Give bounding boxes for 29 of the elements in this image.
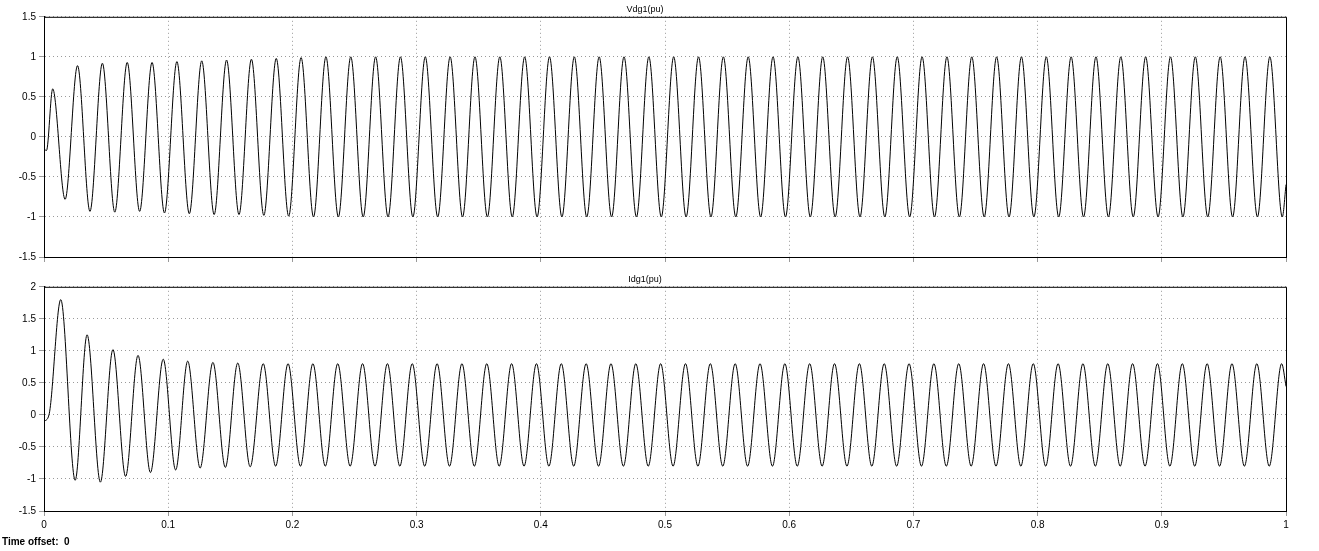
- x-tick-label: 0.5: [658, 518, 673, 530]
- y-tick-label: 1: [30, 50, 37, 62]
- y-tick-label: 2: [30, 280, 37, 292]
- x-tick-label: 0.1: [161, 518, 176, 530]
- y-tick-label: 1.5: [22, 10, 37, 22]
- x-tick-label: 0.6: [782, 518, 797, 530]
- y-tick-label: 0: [30, 408, 37, 420]
- y-tick-label: 0.5: [22, 376, 37, 388]
- x-tick-label: 0.4: [533, 518, 549, 530]
- y-tick-label: -1: [27, 210, 37, 222]
- x-tick-label: 0.2: [285, 518, 300, 530]
- y-tick-label: 1: [30, 344, 37, 356]
- y-tick-label: -1.5: [18, 504, 37, 516]
- x-tick-label: 0.7: [906, 518, 921, 530]
- x-tick-label: 0.8: [1030, 518, 1045, 530]
- y-tick-label: -1: [27, 472, 37, 484]
- x-tick-label: 0: [41, 518, 48, 530]
- y-tick-label: -0.5: [18, 440, 37, 452]
- chart-title: Idg1(pu): [628, 273, 662, 284]
- text: Time offset: 0: [1, 535, 71, 549]
- y-tick-label: 1.5: [22, 312, 37, 324]
- x-tick-label: 0.9: [1154, 518, 1170, 530]
- x-tick-label: 1: [1283, 518, 1290, 530]
- chart-title: Vdg1(pu): [626, 3, 664, 14]
- y-tick-label: -0.5: [18, 170, 37, 182]
- y-tick-label: 0: [30, 130, 37, 142]
- y-tick-label: -1.5: [18, 250, 37, 262]
- x-tick-label: 0.3: [409, 518, 424, 530]
- y-tick-label: 0.5: [22, 90, 37, 102]
